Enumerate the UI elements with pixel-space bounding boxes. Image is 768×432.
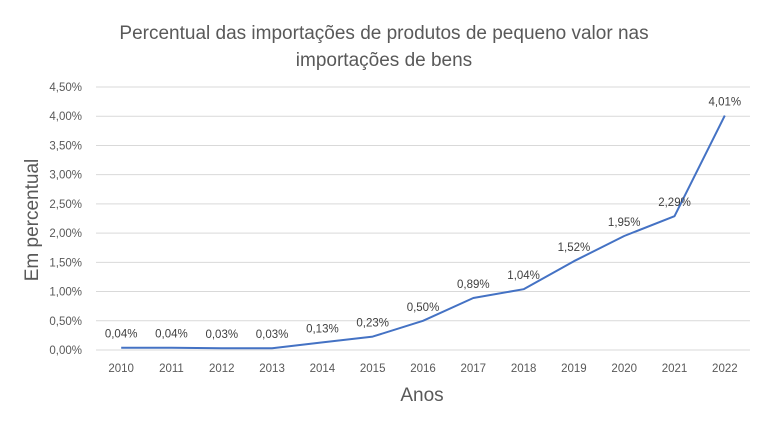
y-tick-label: 0,00% — [49, 345, 82, 357]
data-label: 0,03% — [205, 329, 238, 341]
x-tick-label: 2020 — [611, 363, 637, 375]
x-tick-label: 2022 — [712, 363, 738, 375]
y-tick-labels: 0,00% 0,50% 1,00% 1,50% 2,00% 2,50% 3,00% 3,50%… — [49, 82, 82, 357]
gridlines — [96, 86, 750, 351]
data-label: 0,04% — [155, 329, 188, 341]
x-tick-label: 2011 — [159, 363, 184, 375]
y-tick-label: 3,50% — [49, 140, 82, 152]
y-tick-label: 4,00% — [49, 111, 82, 123]
x-tick-label: 2010 — [108, 363, 134, 375]
data-label: 0,03% — [256, 329, 289, 341]
data-label: 1,04% — [507, 270, 540, 282]
data-label: 0,23% — [356, 318, 389, 330]
x-tick-label: 2018 — [511, 363, 537, 375]
y-tick-label: 1,50% — [49, 257, 82, 269]
x-tick-label: 2019 — [561, 363, 587, 375]
data-label: 1,52% — [558, 242, 591, 254]
y-tick-label: 4,50% — [49, 82, 82, 94]
x-tick-label: 2017 — [461, 363, 487, 375]
series-line-path — [121, 115, 726, 350]
x-tick-label: 2016 — [410, 363, 436, 375]
y-tick-label: 2,50% — [49, 199, 82, 211]
y-tick-label: 2,00% — [49, 228, 82, 240]
chart-title-line-1: Percentual das importações de produtos d… — [119, 23, 649, 44]
x-tick-label: 2012 — [209, 363, 235, 375]
data-label: 0,13% — [306, 323, 339, 335]
y-tick-label: 3,00% — [49, 170, 82, 182]
x-tick-label: 2015 — [360, 363, 386, 375]
data-label: 0,50% — [407, 302, 440, 314]
x-tick-label: 2014 — [310, 363, 336, 375]
data-label: 4,01% — [709, 97, 742, 109]
data-label: 1,95% — [608, 217, 641, 229]
data-label: 0,04% — [105, 329, 138, 341]
x-tick-labels: 2010 2011 2012 2013 2014 2015 2016 2017 2018 2019… — [108, 363, 737, 375]
data-labels: 0,04% 0,04% 0,03% 0,03% 0,13% 0,23% 0,50% 0,89%… — [105, 97, 741, 342]
data-label: 0,89% — [457, 279, 490, 291]
data-label: 2,29% — [658, 197, 691, 209]
chart-title-line-2: importações de bens — [295, 50, 473, 71]
y-tick-label: 1,00% — [49, 287, 82, 299]
x-tick-label: 2013 — [259, 363, 285, 375]
series-line — [121, 115, 726, 350]
x-tick-label: 2021 — [662, 363, 688, 375]
x-axis-title: Anos — [400, 385, 443, 406]
y-tick-label: 0,50% — [49, 316, 82, 328]
y-axis-title: Em percentual — [22, 159, 43, 282]
